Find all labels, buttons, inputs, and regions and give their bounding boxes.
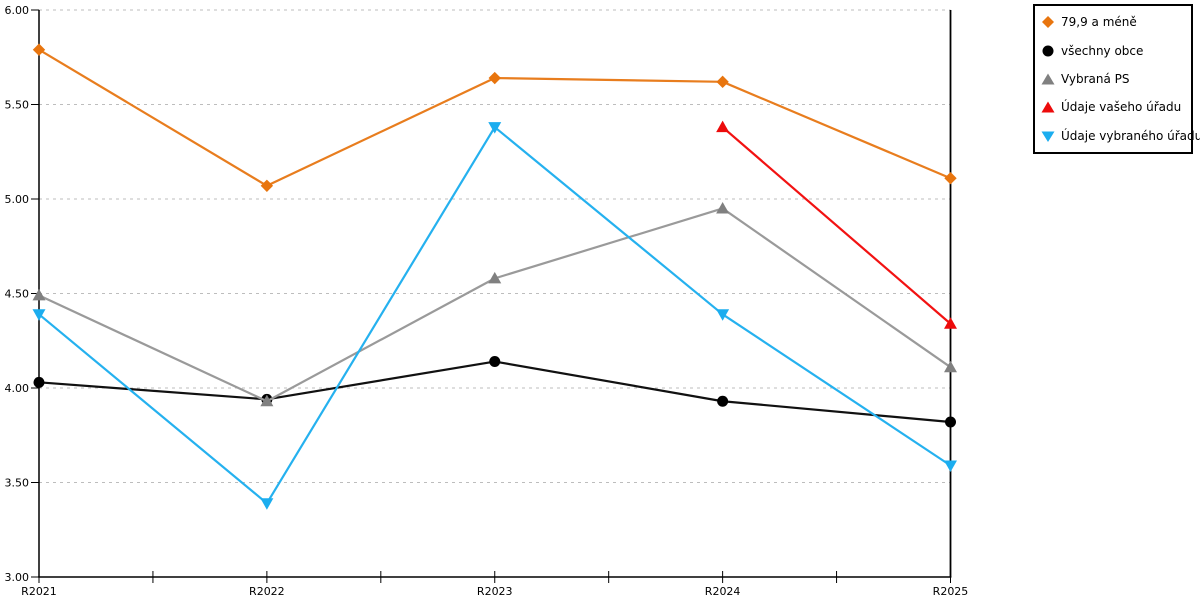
legend-item-4: Údaje vybraného úřadu xyxy=(1041,122,1200,150)
data-point-series-2 xyxy=(260,394,274,407)
legend-item-0: 79,9 a méně xyxy=(1041,8,1191,36)
data-point-series-3 xyxy=(716,120,730,133)
y-tick-label: 4.50 xyxy=(5,288,30,301)
data-point-series-1 xyxy=(489,356,501,368)
data-point-series-0 xyxy=(488,71,501,85)
diamond-glyph xyxy=(1042,16,1054,29)
x-tick-label: R2024 xyxy=(705,585,741,598)
data-point-series-0 xyxy=(716,75,729,89)
data-point-series-0 xyxy=(260,179,274,192)
data-point-series-1 xyxy=(33,376,45,388)
y-tick-label: 3.00 xyxy=(5,571,30,584)
y-tick-label: 5.00 xyxy=(5,193,30,206)
series-line-0 xyxy=(38,48,951,187)
data-point-series-1 xyxy=(945,416,956,428)
y-tick-label: 5.50 xyxy=(5,99,30,112)
data-point-series-4 xyxy=(260,498,274,510)
data-point-series-2 xyxy=(32,288,46,301)
data-point-series-4 xyxy=(488,122,502,134)
legend: 79,9 a méně všechny obce Vybraná PS Údaje v… xyxy=(1033,4,1200,154)
legend-item-3: Údaje vašeho úřadu xyxy=(1041,93,1191,121)
data-point-series-0 xyxy=(32,43,46,56)
triangle-up-glyph xyxy=(1041,101,1055,113)
legend-label: Údaje vybraného úřadu xyxy=(1061,128,1200,143)
triangle-up-glyph xyxy=(1041,73,1055,85)
data-point-series-4 xyxy=(32,309,46,321)
data-point-series-2 xyxy=(488,271,502,284)
circle-icon xyxy=(1042,45,1054,57)
x-tick-label: R2022 xyxy=(249,585,285,598)
legend-label: Údaje vašeho úřadu xyxy=(1061,100,1182,115)
series-line-3 xyxy=(721,126,952,325)
data-point-series-0 xyxy=(944,172,957,185)
circle-glyph xyxy=(1042,45,1054,57)
legend-label: všechny obce xyxy=(1061,43,1144,58)
series-line-2 xyxy=(38,207,952,403)
legend-item-1: všechny obce xyxy=(1041,37,1191,65)
triangle-down-icon xyxy=(1041,131,1055,142)
diamond-icon xyxy=(1042,16,1054,29)
data-point-series-2 xyxy=(716,201,730,214)
data-point-series-3 xyxy=(944,317,957,329)
series-line-1 xyxy=(38,360,951,424)
legend-label: 79,9 a méně xyxy=(1061,15,1137,30)
data-point-series-2 xyxy=(944,360,957,373)
x-tick-label: R2021 xyxy=(21,585,57,598)
triangle-up-icon xyxy=(1041,73,1055,85)
x-tick-label: R2023 xyxy=(477,585,513,598)
data-point-series-1 xyxy=(717,395,729,407)
y-tick-label: 6.00 xyxy=(5,4,30,17)
y-tick-label: 4.00 xyxy=(5,382,30,395)
series-line-4 xyxy=(38,126,952,505)
legend-item-2: Vybraná PS xyxy=(1041,65,1191,93)
legend-label: Vybraná PS xyxy=(1061,71,1130,86)
triangle-down-glyph xyxy=(1041,131,1055,142)
triangle-up-icon xyxy=(1041,101,1055,113)
y-tick-label: 3.50 xyxy=(5,477,30,490)
x-tick-label: R2025 xyxy=(933,585,969,598)
data-point-series-4 xyxy=(716,309,730,321)
data-point-series-4 xyxy=(944,460,957,472)
